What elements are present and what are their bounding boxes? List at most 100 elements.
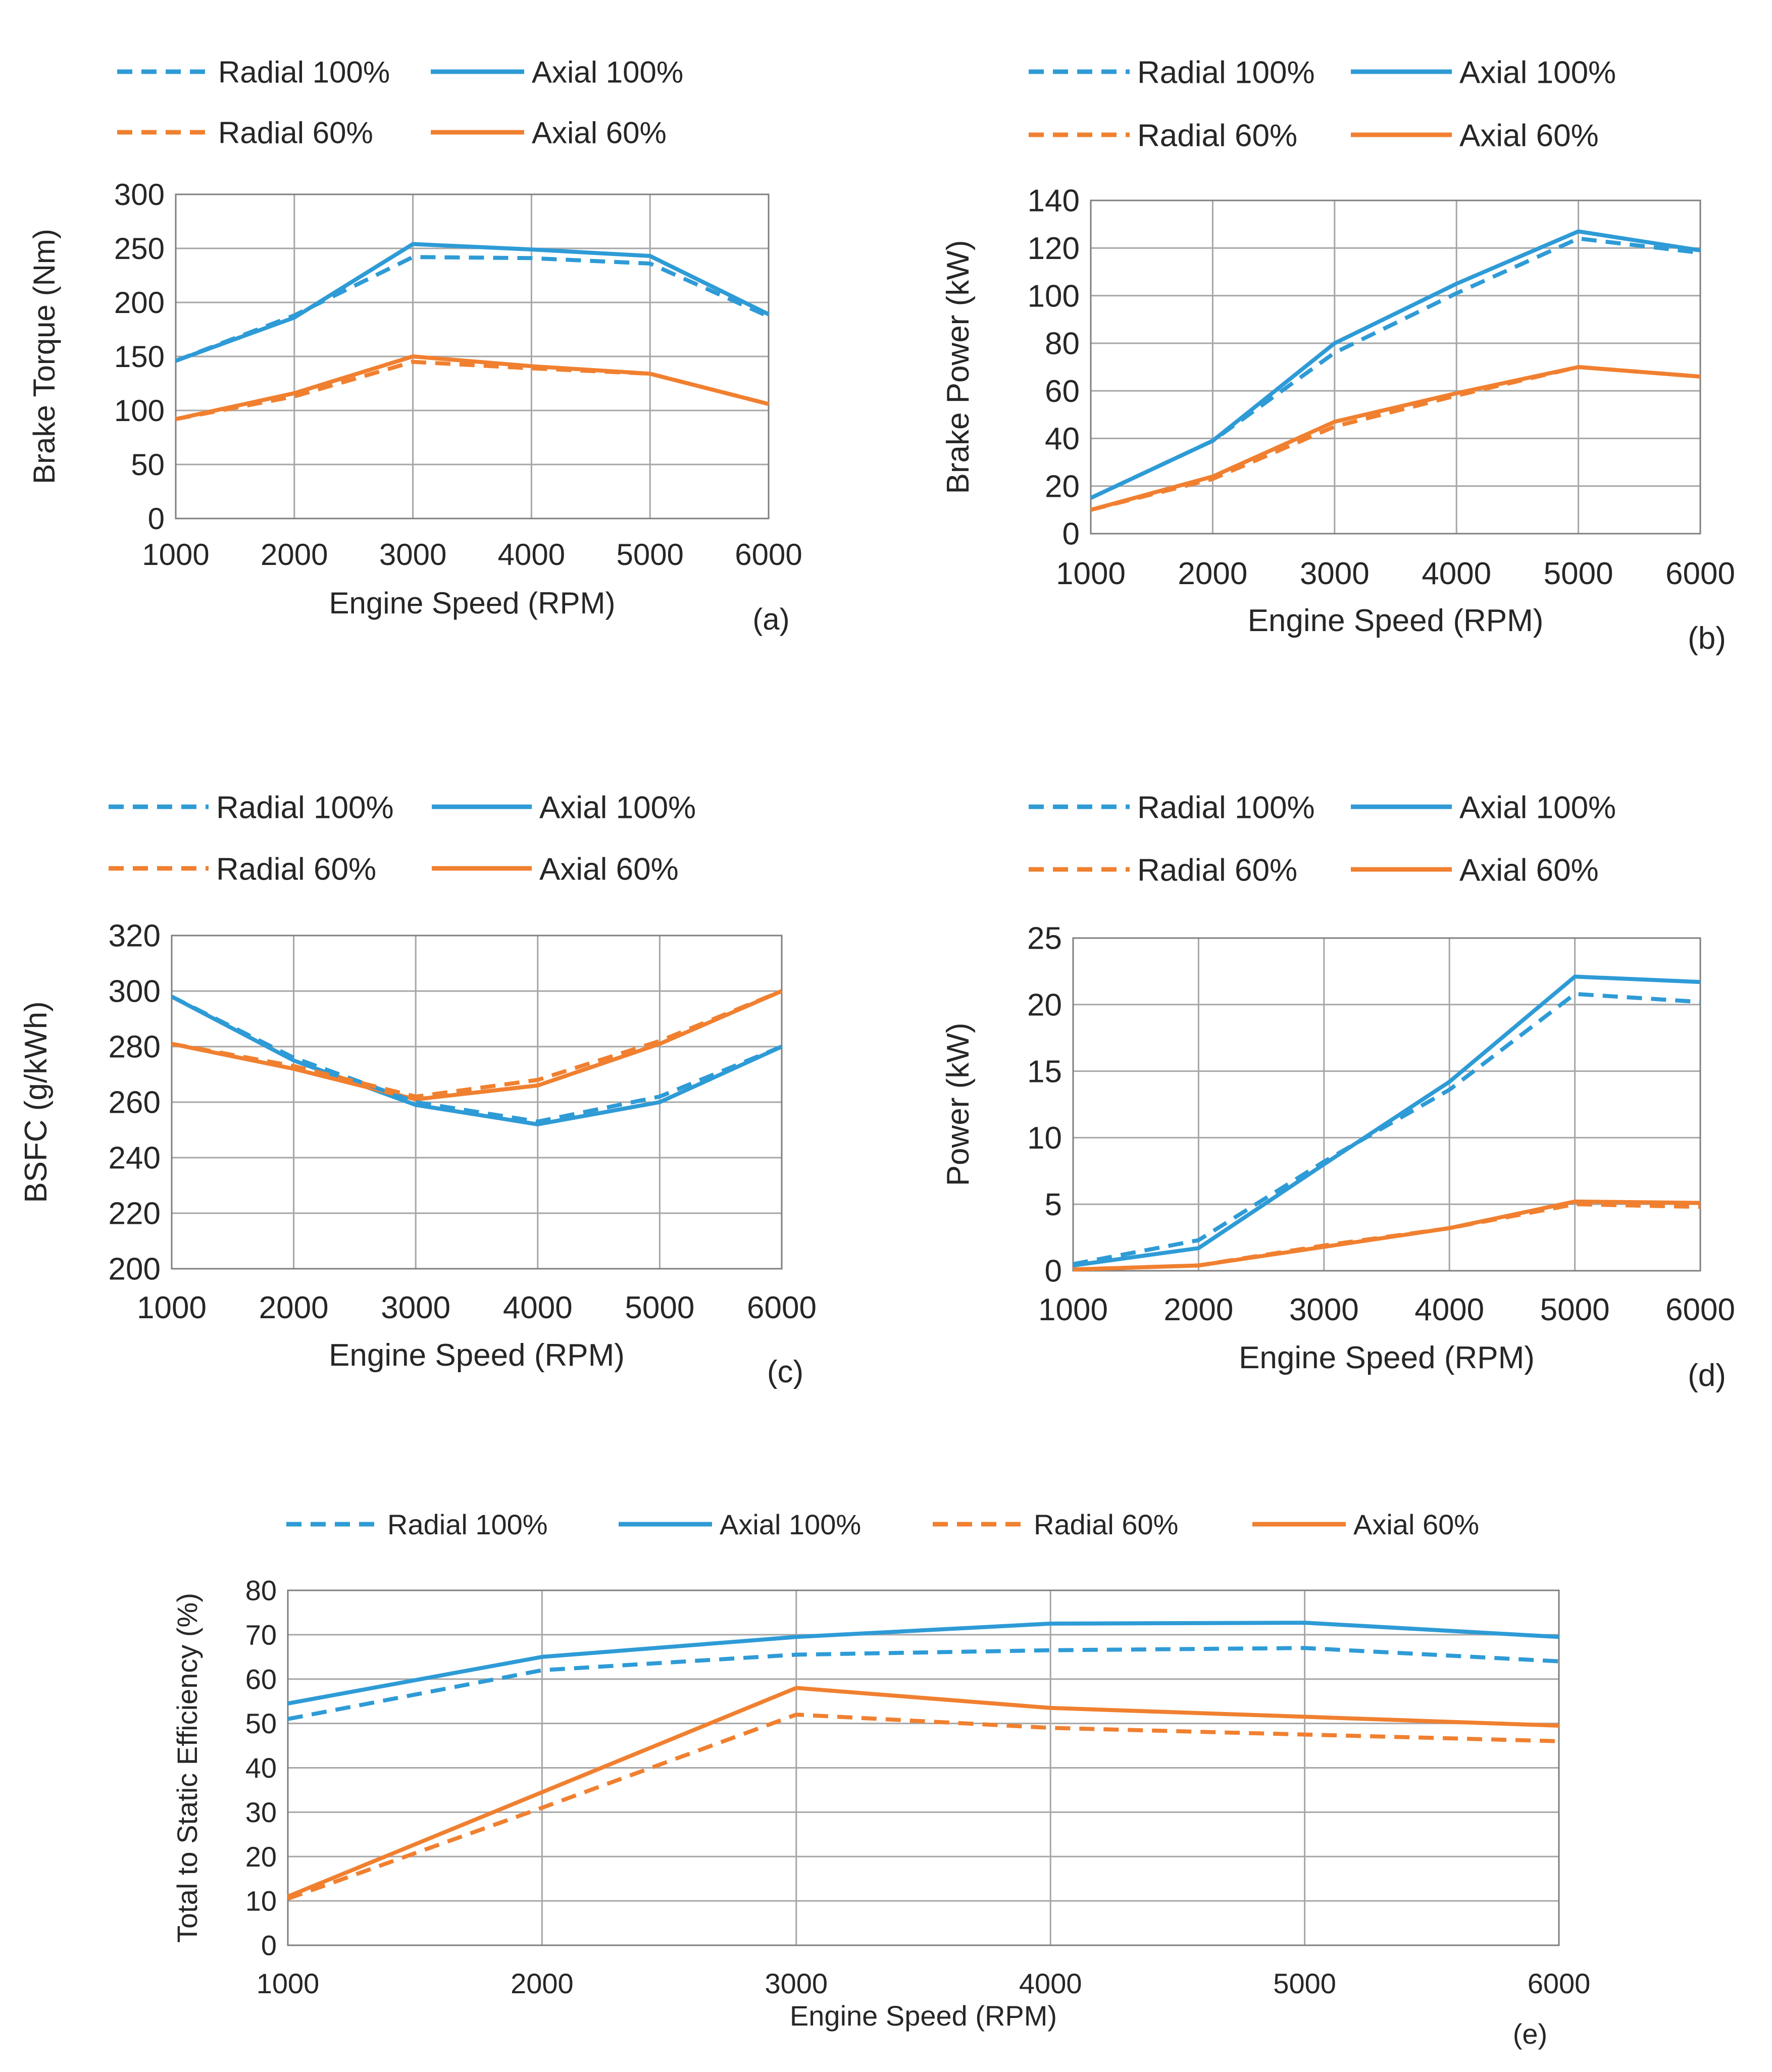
y-tick-label: 140 [1028, 184, 1080, 219]
series-line-axial-100 [287, 1621, 1559, 1706]
y-tick-label: 25 [1027, 921, 1062, 956]
x-tick-label: 3000 [1300, 556, 1370, 591]
x-tick-label: 6000 [735, 538, 802, 572]
plot-area [1073, 938, 1700, 1271]
y-tick-label: 30 [245, 1796, 277, 1828]
series-line-radial-60 [1073, 1202, 1701, 1272]
legend-label: Radial 100% [1137, 790, 1315, 825]
y-tick-label: 0 [261, 1930, 277, 1961]
y-tick-label: 300 [109, 974, 161, 1009]
series-line-axial-100 [1073, 974, 1701, 1268]
y-axis-title: BSFC (g/kWh) [19, 1001, 54, 1203]
legend: Radial 100% Axial 100% Radial 60% Axial 60% [117, 56, 683, 150]
chart-c: 200 220 240 260 280 300 320 1000 2000 3000 4000 500… [19, 790, 817, 1389]
legend-label: Radial 100% [1137, 55, 1315, 90]
legend-label: Radial 100% [216, 790, 394, 825]
legend-label: Radial 100% [218, 56, 390, 89]
y-tick-label: 300 [114, 178, 165, 212]
legend-label: Axial 60% [1459, 853, 1599, 888]
chart-e: 0 10 20 30 40 50 60 70 80 1000 2000 3000 4000 5000 600… [171, 1509, 1590, 2050]
y-tick-label: 80 [1045, 327, 1080, 361]
series-line-axial-60 [287, 1686, 1559, 1899]
x-tick-label: 4000 [498, 538, 565, 572]
y-axis-title: Brake Torque (Nm) [27, 229, 61, 484]
series-line-radial-60 [1090, 365, 1701, 512]
legend-label: Radial 60% [218, 116, 373, 150]
y-tick-label: 150 [114, 340, 165, 374]
x-tick-label: 5000 [625, 1290, 694, 1325]
x-axis-title: Engine Speed (RPM) [1239, 1340, 1535, 1375]
y-tick-label: 50 [245, 1707, 277, 1739]
legend-label: Axial 100% [720, 1509, 861, 1540]
panel-label: (e) [1513, 2018, 1547, 2050]
x-tick-label: 3000 [381, 1290, 450, 1325]
series-line-radial-100 [175, 255, 770, 363]
x-tick-label: 6000 [747, 1290, 817, 1325]
chart-d: 0 5 10 15 20 25 1000 2000 3000 4000 5000 6000 Radial… [941, 790, 1735, 1393]
y-tick-label: 0 [1045, 1254, 1062, 1289]
y-tick-label: 60 [245, 1663, 277, 1695]
x-tick-label: 5000 [616, 538, 683, 572]
legend-label: Axial 60% [532, 116, 667, 150]
x-tick-label: 3000 [765, 1967, 828, 1999]
x-tick-label: 4000 [503, 1290, 573, 1325]
y-axis-title: Power (kW) [941, 1023, 976, 1186]
legend-label: Radial 100% [387, 1509, 548, 1540]
x-axis-title: Engine Speed (RPM) [329, 586, 616, 620]
series-line-radial-100 [1090, 236, 1701, 500]
x-axis-title: Engine Speed (RPM) [329, 1338, 625, 1373]
legend-label: Radial 60% [216, 852, 376, 887]
y-tick-label: 20 [245, 1841, 277, 1873]
y-axis-title: Total to Static Efficiency (%) [171, 1593, 203, 1943]
x-tick-label: 1000 [137, 1290, 207, 1325]
x-tick-label: 1000 [1056, 556, 1126, 591]
y-tick-label: 100 [114, 394, 165, 428]
x-tick-label: 5000 [1544, 556, 1613, 591]
x-tick-label: 6000 [1665, 556, 1735, 591]
series-line-radial-60 [287, 1713, 1559, 1901]
plot-border [175, 193, 770, 520]
y-tick-label: 120 [1028, 231, 1080, 266]
x-tick-label: 3000 [1289, 1292, 1359, 1327]
legend-label: Axial 60% [539, 852, 679, 887]
x-tick-label: 5000 [1273, 1967, 1336, 1999]
legend-label: Axial 100% [1459, 790, 1616, 825]
y-tick-label: 40 [245, 1752, 277, 1784]
y-tick-label: 5 [1045, 1187, 1062, 1222]
plot-border [171, 935, 783, 1270]
legend: Radial 100% Axial 100% Radial 60% Axial 60% [1029, 55, 1616, 153]
x-tick-label: 2000 [261, 538, 328, 572]
series-line-radial-100 [171, 995, 783, 1124]
legend-label: Axial 100% [539, 790, 696, 825]
series-line-axial-60 [175, 354, 769, 422]
legend-label: Axial 60% [1459, 118, 1599, 153]
series-line-axial-100 [1090, 229, 1701, 500]
legend-label: Axial 100% [1459, 55, 1616, 90]
x-tick-label: 4000 [1422, 556, 1491, 591]
series-line-radial-60 [171, 989, 783, 1099]
y-tick-label: 50 [131, 448, 165, 482]
x-tick-label: 2000 [511, 1967, 574, 1999]
y-tick-label: 280 [109, 1030, 161, 1065]
y-tick-label: 15 [1027, 1054, 1062, 1089]
x-tick-label: 1000 [142, 538, 209, 572]
y-tick-label: 240 [109, 1141, 161, 1176]
y-tick-label: 100 [1028, 279, 1080, 314]
x-tick-label: 1000 [257, 1967, 320, 1999]
x-tick-label: 1000 [1038, 1292, 1108, 1327]
series-line-radial-60 [175, 359, 769, 422]
x-tick-label: 4000 [1019, 1967, 1082, 1999]
y-tick-label: 40 [1045, 422, 1080, 456]
legend-label: Radial 60% [1137, 853, 1297, 888]
series-line-axial-60 [171, 989, 783, 1102]
panel-label: (d) [1688, 1358, 1726, 1393]
plot-border [287, 1589, 1560, 1946]
chart-b: 0 20 40 60 80 100 120 140 1000 2000 3000 4000 5000 60… [941, 55, 1735, 656]
y-tick-label: 320 [109, 919, 161, 954]
y-axis-title: Brake Power (kW) [941, 240, 976, 494]
legend: Radial 100% Axial 100% Radial 60% Axial 60% [109, 790, 696, 887]
x-tick-label: 2000 [1163, 1292, 1233, 1327]
legend-label: Axial 60% [1353, 1509, 1479, 1540]
y-tick-label: 250 [114, 232, 165, 266]
